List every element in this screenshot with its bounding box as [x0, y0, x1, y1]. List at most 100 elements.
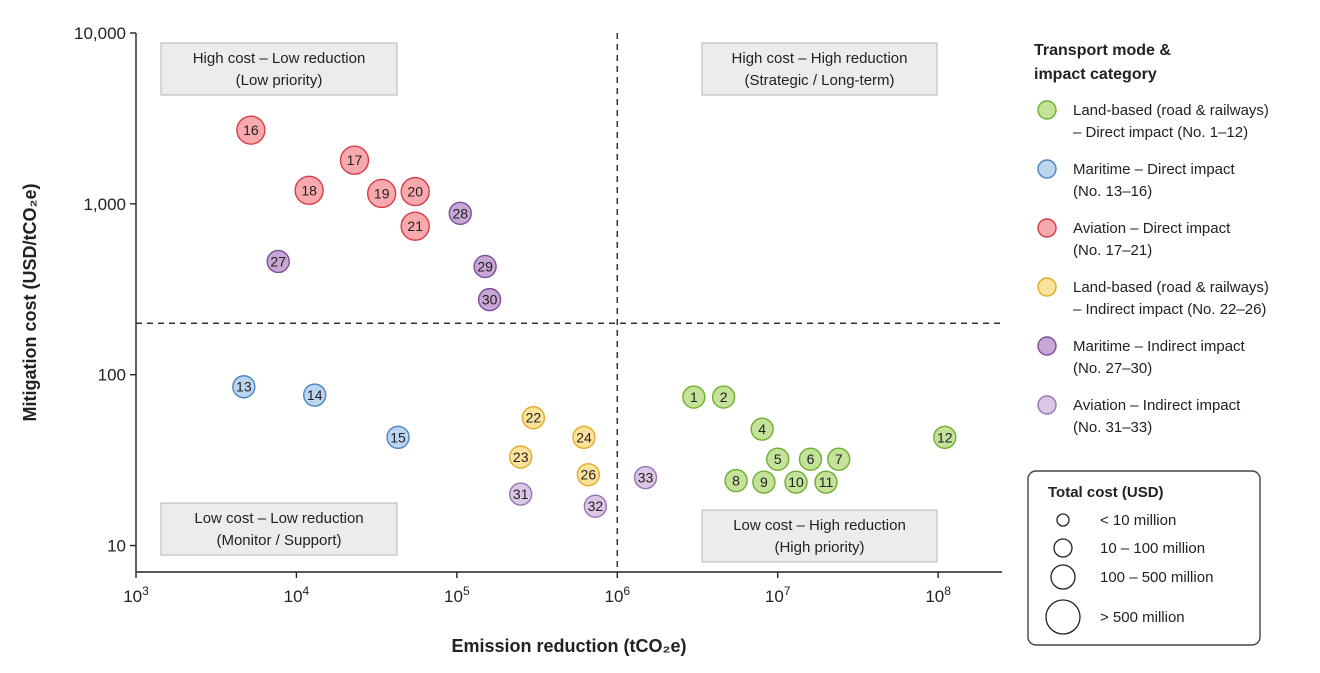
data-point-label: 24	[576, 429, 592, 445]
data-point-2: 2	[711, 385, 736, 409]
data-point-32: 32	[583, 494, 608, 518]
y-axis-label: Mitigation cost (USD/tCO₂e)	[20, 184, 40, 422]
quadrant-label-text: Low cost – High reduction	[733, 517, 906, 534]
data-point-label: 32	[588, 498, 604, 514]
quadrant-label-tl: High cost – Low reduction (Low priority)	[160, 42, 398, 96]
data-point-label: 20	[407, 184, 423, 200]
data-point-19: 19	[366, 178, 397, 209]
quadrant-label-br: Low cost – High reduction (High priority)	[701, 509, 938, 563]
quadrant-label-box	[160, 502, 398, 556]
legend-item: Maritime – Direct impact (No. 13–16)	[1037, 159, 1236, 200]
data-point-label: 13	[236, 379, 252, 395]
quadrant-label-text: High cost – Low reduction	[193, 50, 366, 67]
legend-label: (No. 31–33)	[1073, 419, 1152, 436]
data-point-label: 31	[513, 486, 529, 502]
data-bubble	[232, 375, 256, 399]
data-point-26: 26	[576, 462, 601, 487]
data-bubble	[509, 445, 533, 469]
data-point-label: 5	[774, 451, 782, 467]
legend-label: (No. 13–16)	[1073, 183, 1152, 200]
legend-title: impact category	[1034, 66, 1157, 83]
quadrant-label-box	[701, 42, 938, 96]
data-point-5: 5	[766, 447, 790, 471]
legend-item: Land-based (road & railways) – Direct imp…	[1037, 100, 1269, 141]
quadrant-label-text: (Strategic / Long-term)	[744, 72, 894, 89]
legend: Transport mode & impact category Land-base…	[1034, 42, 1269, 436]
data-point-6: 6	[798, 447, 823, 471]
data-point-label: 26	[581, 467, 597, 483]
data-bubble	[509, 482, 533, 506]
legend-label: (No. 17–21)	[1073, 242, 1152, 259]
data-bubble	[400, 176, 430, 207]
legend-marker	[1037, 100, 1057, 120]
data-point-9: 9	[752, 470, 776, 494]
quadrant-label-text: Low cost – Low reduction	[194, 510, 363, 527]
data-point-28: 28	[448, 201, 472, 226]
data-point-29: 29	[473, 254, 497, 279]
x-tick-label: 106	[604, 584, 630, 606]
quadrant-label-box	[701, 509, 938, 563]
data-point-30: 30	[477, 287, 502, 312]
data-bubble	[473, 254, 497, 279]
data-point-label: 30	[482, 292, 498, 308]
legend-item: Aviation – Direct impact (No. 17–21)	[1037, 218, 1231, 259]
data-point-1: 1	[682, 385, 706, 409]
y-tick-label: 10,000	[74, 24, 126, 43]
legend-marker	[1037, 336, 1057, 356]
size-legend: Total cost (USD) < 10 million 10 – 100 mil…	[1027, 470, 1261, 646]
data-bubble	[400, 211, 430, 241]
data-point-label: 22	[526, 410, 542, 426]
x-axis-label: Emission reduction (tCO₂e)	[451, 636, 686, 656]
size-legend-marker	[1045, 599, 1081, 635]
data-point-27: 27	[266, 249, 290, 274]
y-tick-label: 10	[107, 537, 126, 556]
data-bubble	[521, 406, 546, 430]
legend-item: Maritime – Indirect impact (No. 27–30)	[1037, 336, 1246, 377]
data-bubble	[572, 425, 596, 450]
data-bubble	[766, 447, 790, 471]
data-point-label: 33	[638, 470, 654, 486]
data-point-label: 2	[720, 389, 728, 405]
quadrant-label-tr: High cost – High reduction (Strategic / L…	[701, 42, 938, 96]
x-tick-label: 107	[765, 584, 791, 606]
legend-label: – Indirect impact (No. 22–26)	[1073, 301, 1266, 318]
legend-label: – Direct impact (No. 1–12)	[1073, 124, 1248, 141]
data-point-label: 6	[807, 451, 815, 467]
legend-label: Maritime – Indirect impact	[1073, 338, 1246, 355]
data-bubble	[724, 468, 748, 493]
data-point-label: 4	[758, 421, 766, 437]
legend-marker	[1037, 218, 1057, 238]
data-point-label: 1	[690, 389, 698, 405]
size-legend-label: > 500 million	[1100, 609, 1185, 626]
data-point-7: 7	[827, 447, 851, 471]
data-bubble	[477, 287, 502, 312]
size-legend-label: 10 – 100 million	[1100, 540, 1205, 557]
data-point-label: 11	[819, 474, 834, 490]
legend-label: (No. 27–30)	[1073, 360, 1152, 377]
x-tick-label: 104	[284, 584, 310, 606]
data-point-13: 13	[232, 375, 256, 399]
data-bubble	[750, 417, 774, 441]
data-point-label: 21	[407, 218, 423, 234]
data-point-label: 12	[937, 429, 953, 445]
data-bubble	[827, 447, 851, 471]
data-point-label: 10	[788, 474, 804, 490]
data-point-label: 15	[390, 429, 406, 445]
data-point-10: 10	[784, 470, 808, 494]
data-point-18: 18	[294, 175, 324, 206]
data-bubble	[784, 470, 808, 494]
data-point-label: 9	[760, 474, 768, 490]
data-bubble	[583, 494, 608, 518]
data-point-24: 24	[572, 425, 596, 450]
data-point-label: 7	[835, 451, 843, 467]
quadrant-label-box	[160, 42, 398, 96]
size-legend-marker	[1056, 513, 1070, 527]
data-point-31: 31	[509, 482, 533, 506]
data-point-label: 16	[243, 122, 259, 138]
data-bubble	[682, 385, 706, 409]
data-bubble	[576, 462, 601, 487]
legend-label: Land-based (road & railways)	[1073, 102, 1269, 119]
size-legend-marker	[1053, 538, 1073, 558]
size-legend-label: 100 – 500 million	[1100, 569, 1213, 586]
legend-marker	[1037, 159, 1057, 179]
